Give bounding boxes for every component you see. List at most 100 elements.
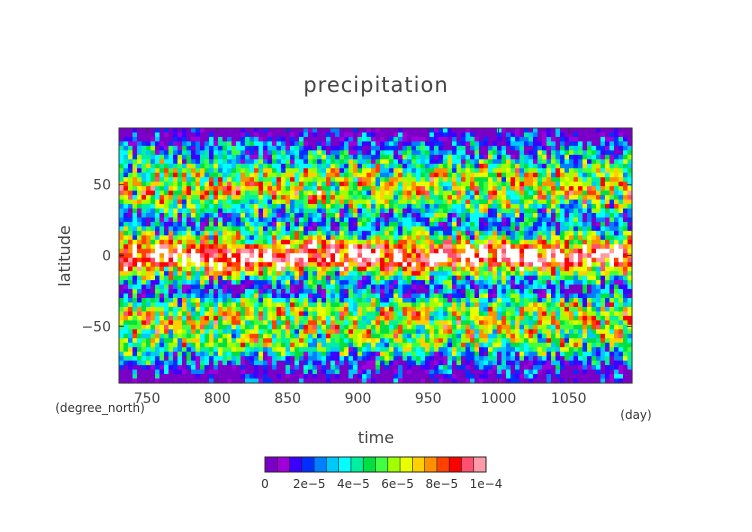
heat-cell [173,195,179,201]
heat-cell [434,190,440,196]
heat-cell [470,239,476,245]
heat-cell [218,302,224,308]
heat-cell [357,302,363,308]
heat-cell [182,217,188,223]
heat-cell [231,248,237,254]
heat-cell [425,150,431,156]
heat-cell [321,284,327,290]
heat-cell [231,132,237,138]
heat-cell [344,172,350,178]
heat-cell [429,199,435,205]
heat-cell [420,181,426,187]
heat-cell [191,154,197,160]
heat-cell [353,257,359,263]
heat-cell [402,208,408,214]
heat-cell [411,186,417,192]
heat-cell [375,190,381,196]
heat-cell [492,253,498,259]
heat-cell [335,302,341,308]
heat-cell [204,320,210,326]
heat-cell [263,186,269,192]
heat-cell [492,145,498,151]
heat-cell [209,163,215,169]
heat-cell [186,136,192,143]
heat-cell [591,154,597,160]
heat-cell [425,136,431,143]
heat-cell [362,141,368,147]
heat-cell [375,298,381,304]
heat-cell [560,226,566,232]
heat-cell [348,159,354,165]
heat-cell [465,262,471,268]
heat-cell [393,315,399,321]
heat-cell [411,311,417,317]
heat-cell [420,208,426,214]
heat-cell [627,280,633,286]
heat-cell [308,311,314,317]
heat-cell [474,172,480,178]
heat-cell [272,230,278,236]
heat-cell [609,177,615,183]
heat-cell [402,275,408,281]
heat-cell [294,311,300,317]
heat-cell [168,320,174,326]
heat-cell [294,217,300,223]
heat-cell [159,168,165,174]
heat-cell [398,306,404,313]
heat-cell [353,266,359,272]
heat-cell [515,163,521,169]
heat-cell [227,168,233,174]
heat-cell [173,320,179,326]
heat-cell [591,181,597,187]
heat-cell [281,190,287,196]
heat-cell [546,239,552,245]
heat-cell [380,163,386,169]
heat-cell [623,199,629,205]
heat-cell [213,204,219,210]
heat-cell [470,213,476,219]
heat-cell [258,132,264,138]
heat-cell [204,145,210,151]
heat-cell [614,213,620,219]
heat-cell [398,289,404,295]
heat-cell [600,195,606,201]
heat-cell [155,298,161,304]
heat-cell [578,141,584,147]
heat-cell [303,239,309,245]
heat-cell [344,145,350,151]
heat-cell [218,213,224,219]
heat-cell [618,213,624,219]
heat-cell [434,163,440,169]
heat-cell [177,280,183,286]
heat-cell [569,230,575,236]
heat-cell [195,226,201,232]
heat-cell [537,168,543,174]
heat-cell [173,163,179,169]
heat-cell [533,217,539,223]
heat-cell [123,257,129,263]
heat-cell [155,320,161,326]
heat-cell [276,177,282,183]
heat-cell [488,141,494,147]
heat-cell [299,186,305,192]
heat-cell [582,199,588,205]
heat-cell [290,302,296,308]
heat-cell [578,289,584,295]
heat-cell [600,239,606,245]
heat-cell [492,320,498,326]
heat-cell [326,136,332,143]
heat-cell [159,221,165,228]
heat-cell [366,132,372,138]
heat-cell [605,195,611,201]
heat-cell [546,190,552,196]
heat-cell [168,226,174,232]
heat-cell [339,159,345,165]
heat-cell [465,306,471,313]
heat-cell [308,244,314,250]
heat-cell [402,298,408,304]
heat-cell [438,159,444,165]
heat-cell [591,217,597,223]
heat-cell [488,168,494,174]
heat-cell [213,311,219,317]
heat-cell [600,213,606,219]
